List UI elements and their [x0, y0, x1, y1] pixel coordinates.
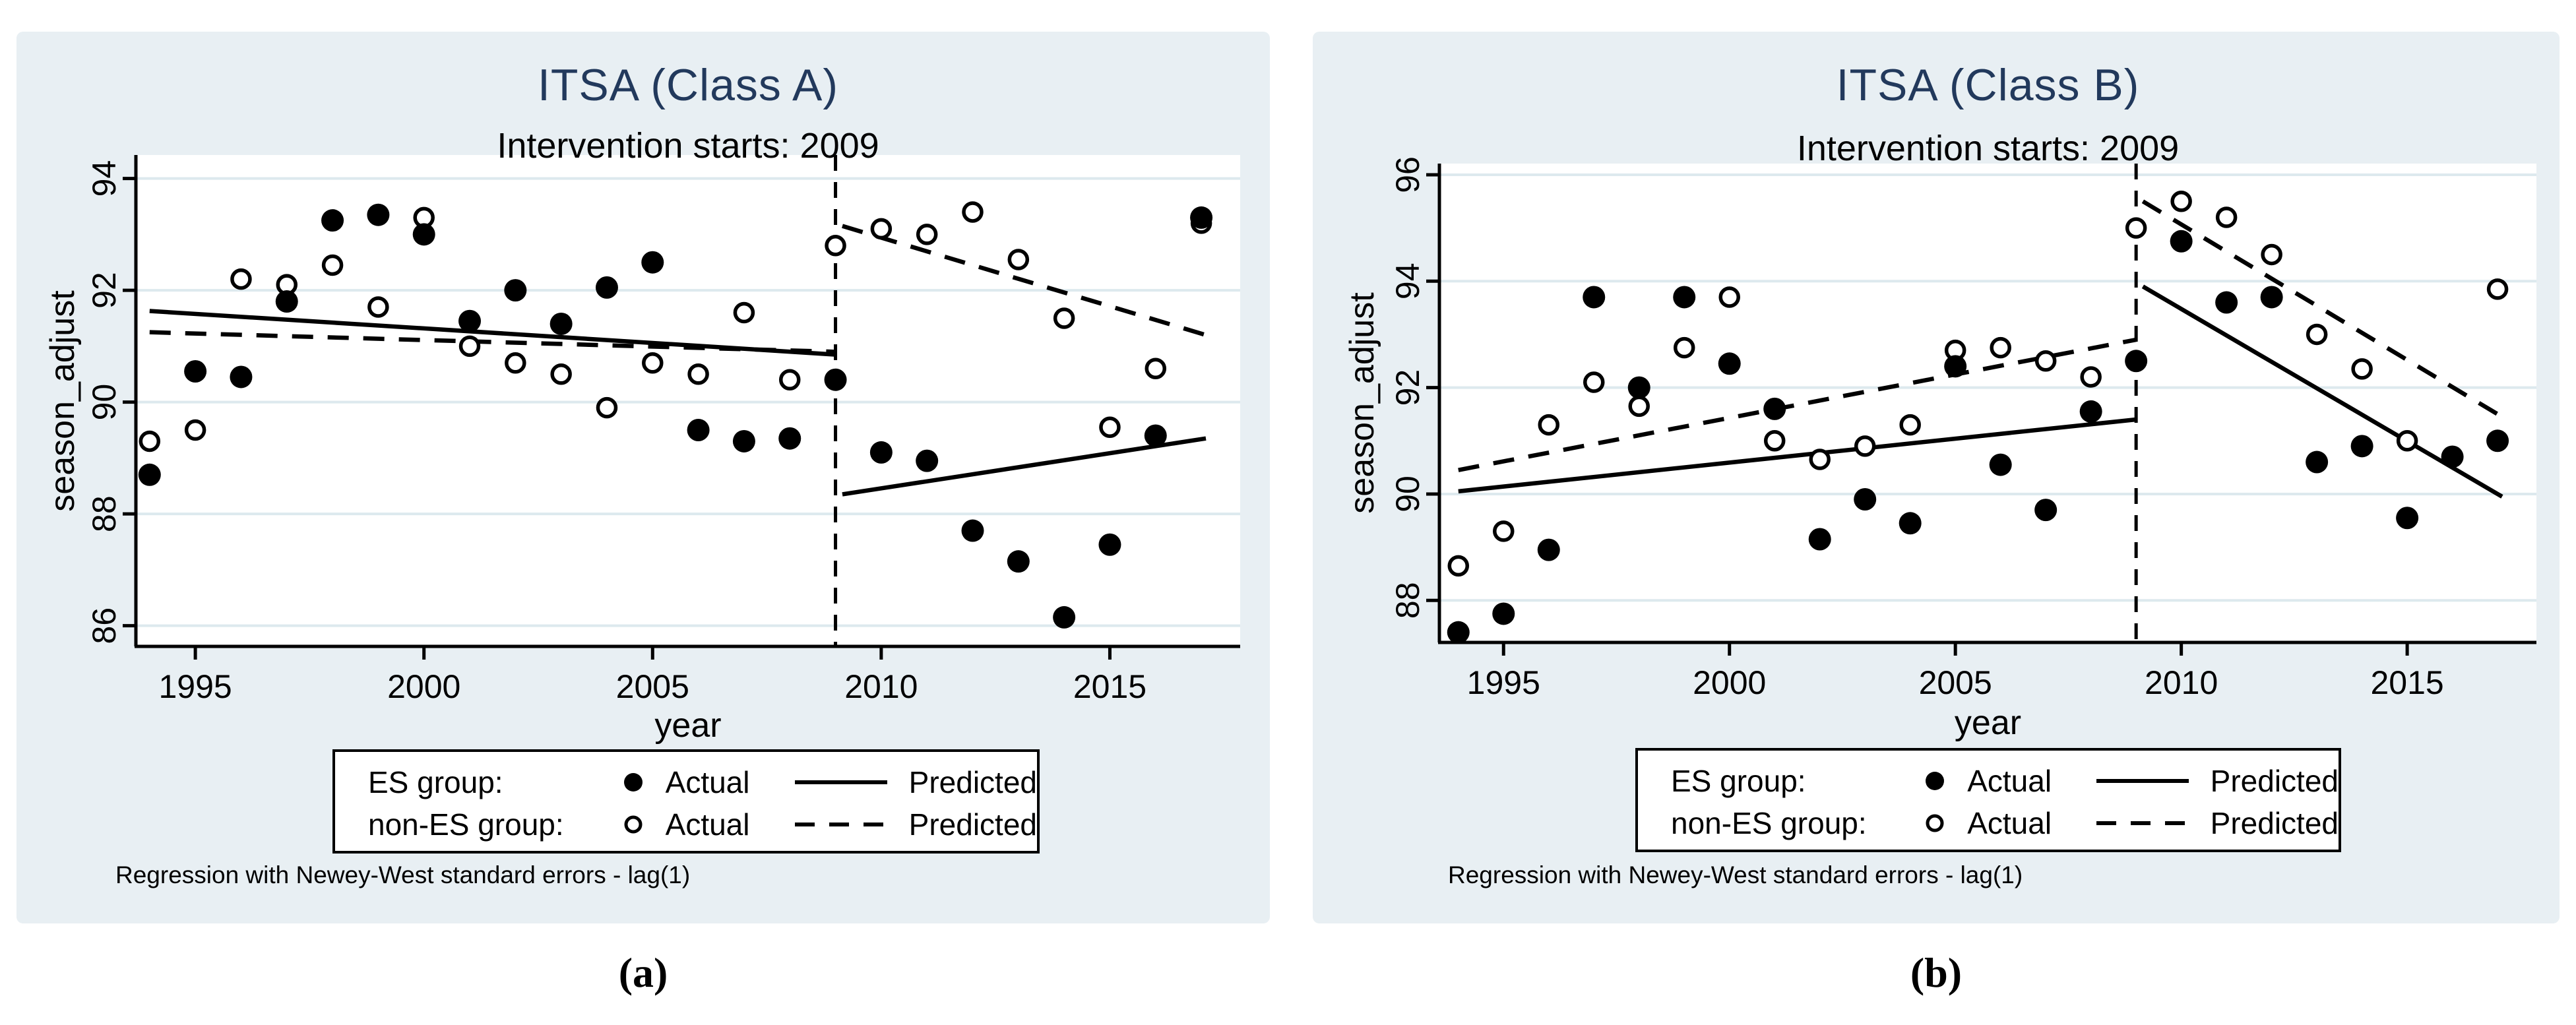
svg-text:2010: 2010	[2145, 664, 2218, 701]
subfigure-caption-b: (b)	[1910, 949, 1963, 996]
solid-line-icon	[2093, 774, 2192, 788]
svg-text:94: 94	[1389, 263, 1426, 299]
itsa-class-b-plot: 88 90 92 94 96 1995 2000 2005 2010 2015	[1389, 156, 2536, 701]
subfigure-caption-a: (a)	[618, 949, 668, 996]
svg-text:2000: 2000	[1693, 664, 1766, 701]
panel-class-a: 86 88 90 92 94 1995 2000 2005 2010 2015 ITSA (Cla…	[16, 32, 1270, 923]
chart-title: ITSA (Class A)	[537, 60, 839, 110]
dashed-line-icon	[2093, 817, 2192, 830]
svg-text:1995: 1995	[1467, 664, 1540, 701]
svg-text:90: 90	[1389, 476, 1426, 512]
y-axis-title: season_adjust	[1343, 292, 1381, 514]
legend-actual-label: Actual	[1967, 806, 2052, 840]
regression-note: Regression with Newey-West standard erro…	[1448, 861, 2023, 888]
x-axis-title: year	[654, 706, 722, 745]
panel-class-b: 88 90 92 94 96 1995 2000 2005 2010 2015 ITSA (Cla…	[1313, 32, 2560, 923]
legend-row-non-es: non-ES group: Actual Predicted	[368, 803, 1037, 846]
svg-text:92: 92	[1389, 369, 1426, 406]
svg-text:2000: 2000	[387, 668, 460, 705]
svg-text:88: 88	[1389, 582, 1426, 619]
legend-predicted-label: Predicted	[908, 807, 1038, 842]
legend-actual-label: Actual	[665, 807, 750, 842]
svg-text:2015: 2015	[2370, 664, 2443, 701]
chart-subtitle: Intervention starts: 2009	[497, 126, 879, 166]
legend-actual-label: Actual	[665, 765, 750, 799]
chart-subtitle: Intervention starts: 2009	[1796, 129, 2180, 168]
legend-group-label: non-ES group:	[368, 807, 564, 842]
legend-group-label: ES group:	[368, 765, 503, 799]
filled-circle-icon	[601, 769, 666, 795]
svg-text:92: 92	[86, 272, 123, 309]
itsa-class-a-plot: 86 88 90 92 94 1995 2000 2005 2010 2015	[86, 155, 1240, 705]
svg-text:86: 86	[86, 607, 123, 644]
legend-predicted-label: Predicted	[2210, 764, 2339, 798]
svg-text:1995: 1995	[158, 668, 232, 705]
solid-line-icon	[792, 776, 891, 789]
legend: ES group: Actual Predicted non-ES group:…	[332, 749, 1040, 854]
svg-text:2015: 2015	[1073, 668, 1147, 705]
chart-title: ITSA (Class B)	[1836, 60, 2140, 110]
legend: ES group: Actual Predicted non-ES group:…	[1635, 748, 2341, 852]
legend-group-label: non-ES group:	[1671, 806, 1867, 840]
legend-group-label: ES group:	[1671, 764, 1806, 798]
svg-text:94: 94	[86, 160, 123, 197]
legend-row-es: ES group: Actual Predicted	[1671, 760, 2339, 802]
dashed-line-icon	[792, 818, 891, 831]
legend-row-es: ES group: Actual Predicted	[368, 761, 1037, 803]
svg-text:2005: 2005	[616, 668, 689, 705]
y-axis-title: season_adjust	[44, 290, 82, 512]
x-axis-title: year	[1954, 704, 2022, 742]
open-circle-icon	[1903, 810, 1968, 836]
open-circle-icon	[601, 811, 666, 838]
filled-circle-icon	[1903, 768, 1968, 794]
legend-predicted-label: Predicted	[908, 765, 1038, 799]
svg-text:96: 96	[1389, 156, 1426, 193]
svg-text:90: 90	[86, 384, 123, 421]
svg-text:88: 88	[86, 495, 123, 532]
regression-note: Regression with Newey-West standard erro…	[115, 861, 691, 888]
legend-actual-label: Actual	[1967, 764, 2052, 798]
svg-text:2005: 2005	[1919, 664, 1992, 701]
legend-row-non-es: non-ES group: Actual Predicted	[1671, 802, 2339, 844]
legend-predicted-label: Predicted	[2210, 806, 2339, 840]
svg-text:2010: 2010	[844, 668, 918, 705]
